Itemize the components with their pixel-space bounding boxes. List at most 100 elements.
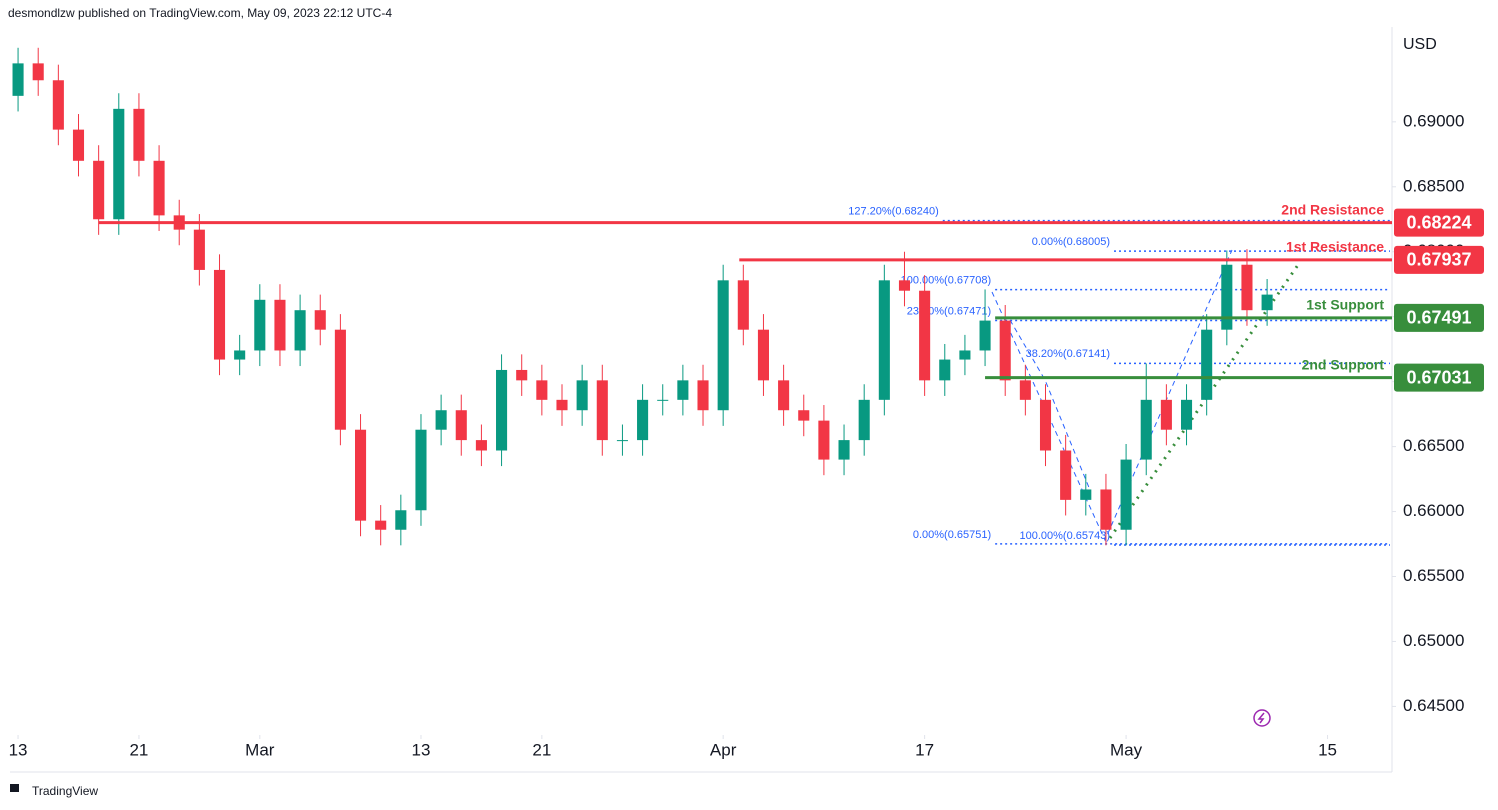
- x-tick-label: 13: [412, 740, 431, 759]
- fib-label: 100.00%(0.65743): [1019, 530, 1110, 542]
- candle-body: [677, 380, 689, 400]
- candle-body: [1100, 489, 1112, 530]
- x-tick-label: 15: [1318, 740, 1337, 759]
- candle-body: [415, 429, 427, 511]
- candle-body: [113, 108, 125, 220]
- fib-label: 0.00%(0.68005): [1032, 236, 1110, 248]
- level-name: 2nd Resistance: [1281, 201, 1384, 217]
- candle-body: [314, 310, 326, 330]
- candle-body: [1120, 459, 1132, 530]
- candle-body: [838, 440, 850, 460]
- candle-body: [435, 410, 447, 430]
- candle-body: [12, 63, 24, 96]
- fib-label: 127.20%(0.68240): [848, 205, 939, 217]
- candle-body: [1221, 264, 1233, 330]
- candle-body: [294, 310, 306, 351]
- y-tick-label: 0.65500: [1403, 566, 1464, 585]
- candle-body: [939, 359, 951, 381]
- x-tick-label: 21: [532, 740, 551, 759]
- candle-body: [496, 369, 508, 451]
- candle-body: [1160, 399, 1172, 430]
- y-tick-label: 0.68500: [1403, 176, 1464, 195]
- candle-body: [778, 380, 790, 411]
- candle-body: [1140, 399, 1152, 460]
- candle-body: [1080, 489, 1092, 500]
- candle-body: [234, 350, 246, 360]
- candle-body: [153, 160, 165, 216]
- candle-body: [576, 380, 588, 411]
- x-tick-label: Apr: [710, 740, 737, 759]
- fib-trend: [991, 249, 1233, 542]
- candle-body: [274, 299, 286, 351]
- candle-body: [536, 380, 548, 400]
- candle-body: [818, 420, 830, 460]
- fib-label: 38.20%(0.67141): [1026, 348, 1110, 360]
- footer: TradingView: [32, 784, 98, 798]
- candle-body: [52, 80, 64, 130]
- trend-lines: [991, 249, 1302, 542]
- level-tag: [1394, 208, 1484, 237]
- candle-body: [757, 329, 769, 381]
- level-value: 0.67031: [1406, 367, 1471, 387]
- candle-body: [475, 440, 487, 451]
- level-value: 0.67491: [1406, 308, 1471, 328]
- candle-body: [959, 350, 971, 360]
- y-tick-label: 0.66000: [1403, 501, 1464, 520]
- level-tag: [1394, 363, 1484, 392]
- fib-label: 100.00%(0.67708): [901, 275, 992, 287]
- candle-body: [334, 329, 346, 430]
- candle-body: [254, 299, 266, 351]
- candle-body: [193, 229, 205, 270]
- candle-body: [1180, 399, 1193, 430]
- candle-body: [1060, 450, 1072, 500]
- level-name: 1st Resistance: [1286, 239, 1384, 255]
- candle-body: [556, 399, 568, 411]
- candle-body: [1201, 329, 1213, 400]
- level-value: 0.68224: [1406, 212, 1471, 232]
- currency: USD: [1403, 36, 1437, 53]
- x-tick-label: 17: [915, 740, 934, 759]
- logo: TradingView: [10, 784, 98, 798]
- candle-body: [375, 520, 387, 530]
- candle-body: [798, 410, 810, 421]
- candle-body: [355, 429, 367, 521]
- candle-body: [213, 269, 226, 360]
- level-tag: [1394, 245, 1484, 274]
- candle-body: [1261, 294, 1273, 311]
- candle-body: [596, 380, 608, 441]
- y-tick-label: 0.64500: [1403, 696, 1464, 715]
- x-tick-label: 13: [9, 740, 28, 759]
- level-name: 1st Support: [1306, 297, 1384, 313]
- candle-body: [657, 399, 669, 401]
- x-tick-label: 21: [129, 740, 148, 759]
- candle-body: [1019, 380, 1031, 400]
- candle-body: [616, 440, 628, 442]
- fib-label: 0.00%(0.65751): [913, 529, 991, 541]
- candle-body: [898, 280, 911, 291]
- level-name: 2nd Support: [1302, 356, 1385, 372]
- candle-body: [999, 320, 1011, 381]
- candle-body: [455, 410, 467, 441]
- candle-body: [1039, 399, 1052, 451]
- candle-body: [858, 399, 870, 441]
- level-tag: [1394, 303, 1484, 332]
- candle-body: [32, 63, 44, 81]
- candle-body: [1241, 264, 1253, 311]
- x-tick-label: Mar: [245, 740, 275, 759]
- x-tick-label: May: [1110, 740, 1143, 759]
- candle-body: [516, 369, 528, 381]
- candle-body: [878, 280, 890, 400]
- y-tick-label: 0.66500: [1403, 436, 1464, 455]
- candle-body: [133, 108, 145, 161]
- candle-body: [979, 320, 991, 351]
- candle-body: [637, 399, 649, 441]
- candle-body: [717, 280, 729, 411]
- candle-body: [737, 280, 749, 330]
- header: desmondlzw published on TradingView.com,…: [8, 6, 392, 20]
- candle-body: [395, 510, 407, 530]
- fib-trend: [1009, 319, 1091, 491]
- icon: [1253, 709, 1271, 727]
- level-value: 0.67937: [1406, 250, 1471, 270]
